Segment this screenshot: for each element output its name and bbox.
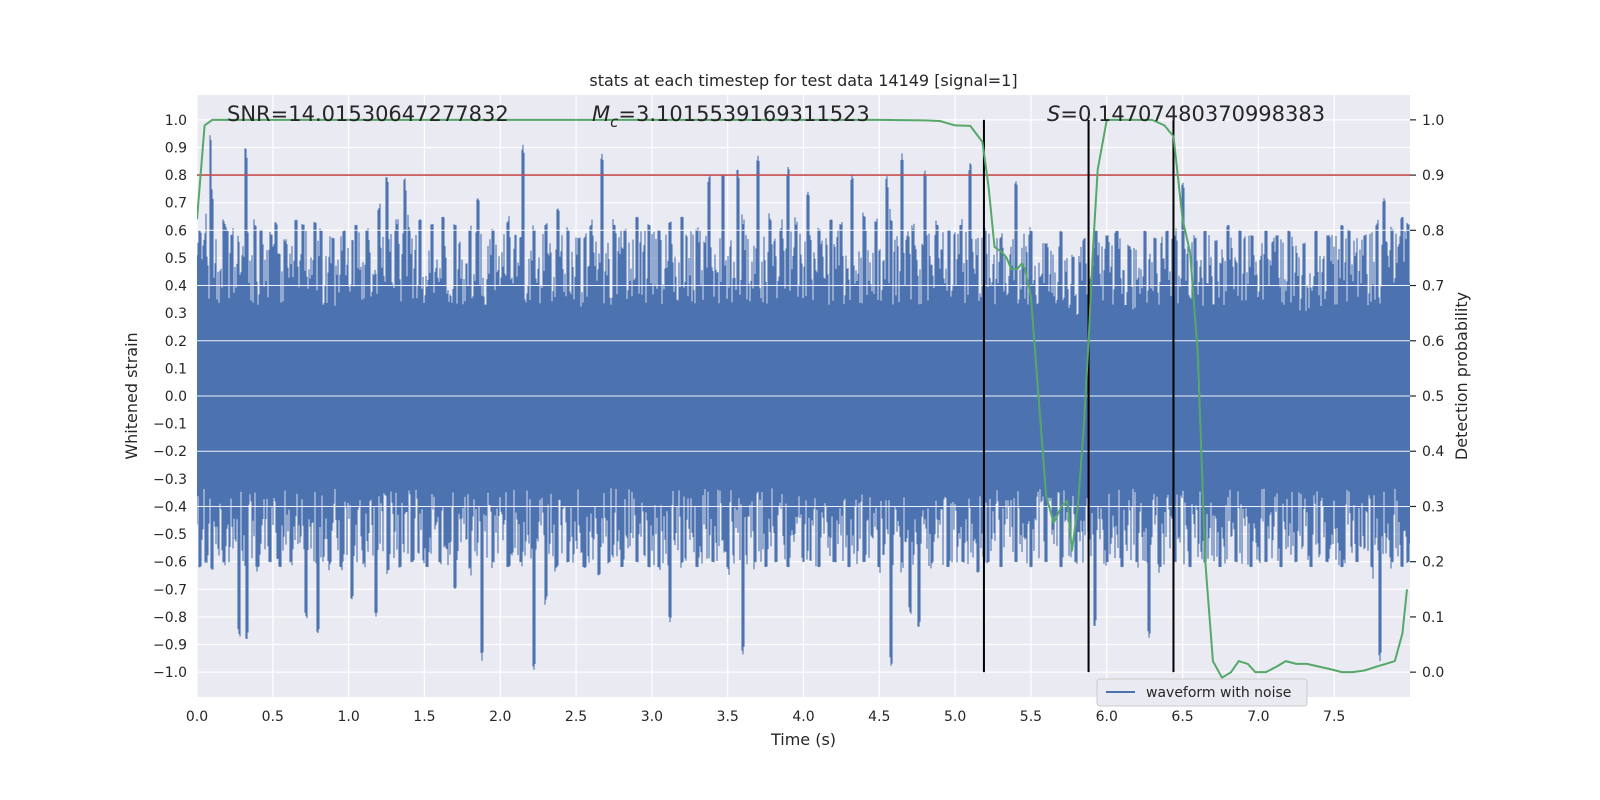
- s-symbol: S: [1047, 102, 1060, 126]
- y-left-tick-label: −0.4: [153, 499, 187, 515]
- y-left-tick-label: −1.0: [153, 665, 187, 681]
- x-tick-label: 2.0: [489, 709, 511, 725]
- legend-label-waveform: waveform with noise: [1146, 685, 1291, 701]
- legend: waveform with noise: [1096, 678, 1308, 707]
- chirp-mass-value: =3.1015539169311523: [618, 102, 869, 126]
- chirp-mass-annotation: Mc=3.1015539169311523: [592, 102, 870, 131]
- x-tick-label: 7.5: [1323, 709, 1345, 725]
- y-left-tick-label: 0.3: [165, 306, 187, 322]
- y-left-tick-label: 1.0: [165, 113, 187, 129]
- x-tick-label: 6.5: [1171, 709, 1193, 725]
- y-left-tick-label: −0.1: [153, 417, 187, 433]
- y-left-tick-label: −0.7: [153, 582, 187, 598]
- y-left-tick-label: 0.0: [165, 389, 187, 405]
- x-tick-label: 3.5: [717, 709, 739, 725]
- y-left-tick-label: 0.9: [165, 140, 187, 156]
- y-left-tick-label: 0.8: [165, 168, 187, 184]
- y-left-tick-label: 0.5: [165, 251, 187, 267]
- y-right-tick-label: 0.9: [1422, 168, 1444, 184]
- chirp-mass-subscript: c: [610, 113, 619, 131]
- y-left-tick-label: 0.4: [165, 279, 187, 295]
- x-tick-label: 4.5: [868, 709, 890, 725]
- y-left-tick-label: −0.5: [153, 527, 187, 543]
- x-tick-label: 7.0: [1247, 709, 1269, 725]
- x-tick-label: 1.5: [413, 709, 435, 725]
- x-tick-label: 2.5: [565, 709, 587, 725]
- y-right-tick-label: 0.5: [1422, 389, 1444, 405]
- y-right-tick-label: 0.8: [1422, 223, 1444, 239]
- x-tick-label: 5.5: [1020, 709, 1042, 725]
- x-tick-label: 5.0: [944, 709, 966, 725]
- x-tick-label: 6.0: [1096, 709, 1118, 725]
- x-axis-label: Time (s): [770, 730, 836, 749]
- data-layer: [197, 118, 1410, 679]
- x-tick-label: 3.0: [641, 709, 663, 725]
- y-left-tick-label: 0.6: [165, 223, 187, 239]
- x-tick-label: 4.0: [792, 709, 814, 725]
- waveform-series-line: [197, 135, 1410, 670]
- legend-box: [1096, 678, 1308, 707]
- probability-series-line: [197, 118, 1408, 679]
- y-left-tick-label: 0.1: [165, 361, 187, 377]
- x-tick-label: 1.0: [337, 709, 359, 725]
- snr-annotation: SNR=14.01530647277832: [227, 102, 509, 126]
- y-right-axis-label: Detection probability: [1452, 292, 1471, 460]
- y-right-tick-label: 0.4: [1422, 444, 1444, 460]
- y-left-tick-label: 0.7: [165, 196, 187, 212]
- y-right-tick-label: 1.0: [1422, 113, 1444, 129]
- y-right-tick-label: 0.1: [1422, 610, 1444, 626]
- axes: 0.0 0.5 1.0 1.5 2.0 2.5 3.0 3.5 4.0 4.5 5.0 5.5 6.0 6…: [153, 113, 1444, 725]
- s-value: =0.14707480370998383: [1060, 102, 1325, 126]
- y-left-tick-label: −0.3: [153, 472, 187, 488]
- y-left-tick-label: 0.2: [165, 334, 187, 350]
- y-left-axis-label: Whitened strain: [122, 332, 141, 459]
- chirp-mass-symbol: M: [592, 102, 610, 126]
- x-tick-label: 0.5: [262, 709, 284, 725]
- y-left-tick-label: −0.9: [153, 638, 187, 654]
- y-left-tick-label: −0.2: [153, 444, 187, 460]
- y-left-tick-label: −0.8: [153, 610, 187, 626]
- y-left-tick-label: −0.6: [153, 555, 187, 571]
- s-annotation: S=0.14707480370998383: [1047, 102, 1325, 126]
- y-right-tick-label: 0.3: [1422, 499, 1444, 515]
- chart-title: stats at each timestep for test data 141…: [589, 71, 1017, 90]
- x-tick-label: 0.0: [186, 709, 208, 725]
- y-right-tick-label: 0.7: [1422, 279, 1444, 295]
- y-right-tick-label: 0.6: [1422, 334, 1444, 350]
- y-right-tick-label: 0.0: [1422, 665, 1444, 681]
- y-right-tick-label: 0.2: [1422, 555, 1444, 571]
